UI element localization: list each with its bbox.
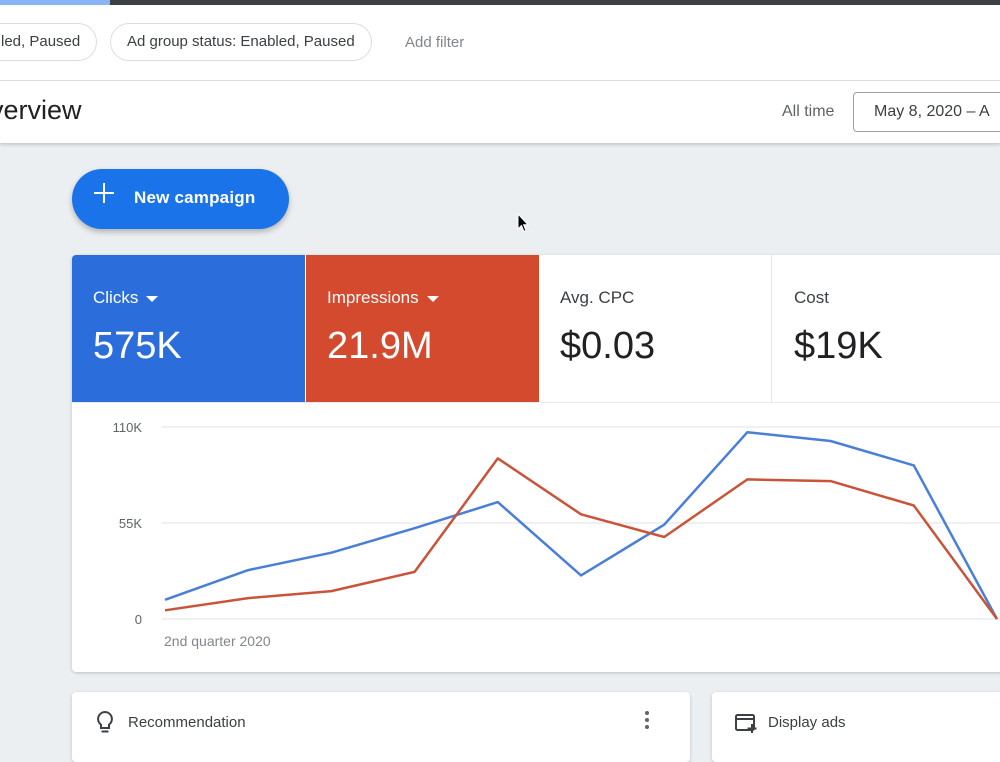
recommendation-title: Recommendation (128, 714, 246, 731)
date-range-label: All time (782, 103, 835, 120)
x-axis-label: 2nd quarter 2020 (164, 633, 271, 649)
filter-bar: led, Paused Ad group status: Enabled, Pa… (0, 5, 1000, 81)
recommendation-card: Recommendation (72, 692, 690, 762)
metric-tile-clicks[interactable]: Clicks 575K (72, 255, 305, 402)
impressions-series-line (164, 457, 999, 620)
metric-label: Cost (794, 288, 829, 307)
browser-top-bar (0, 0, 1000, 5)
y-tick-label: 0 (135, 612, 142, 627)
overview-performance-card: Clicks 575K Impressions 21.9M Avg. CPC $… (72, 255, 1000, 672)
metric-value: $19K (794, 325, 883, 367)
divider (72, 402, 1000, 403)
lightbulb-icon (97, 710, 113, 733)
metric-tile-impressions[interactable]: Impressions 21.9M (306, 255, 539, 402)
metric-value: 21.9M (327, 325, 433, 367)
ad-group-status-filter-chip[interactable]: Ad group status: Enabled, Paused (110, 23, 372, 61)
y-tick-label: 55K (119, 516, 142, 531)
metric-value: $0.03 (560, 325, 656, 367)
display-ads-title: Display ads (768, 714, 846, 731)
metric-value: 575K (93, 325, 182, 367)
loading-progress-bar (0, 0, 110, 5)
add-filter-link[interactable]: Add filter (405, 34, 465, 51)
page-title: verview (0, 95, 82, 125)
page-header: verview All time May 8, 2020 – A (0, 81, 1000, 143)
new-campaign-label: New campaign (134, 188, 256, 207)
metric-tile-avg-cpc[interactable]: Avg. CPC $0.03 (539, 255, 772, 402)
dropdown-caret-icon (146, 295, 159, 302)
plus-icon (92, 181, 116, 205)
date-range-picker[interactable]: May 8, 2020 – A (853, 92, 1000, 132)
metric-tile-cost[interactable]: Cost $19K (773, 255, 1000, 402)
mouse-cursor-icon (517, 213, 529, 233)
more-options-icon[interactable] (642, 708, 652, 734)
y-tick-label: 110K (113, 420, 143, 435)
metric-label: Clicks (93, 288, 159, 308)
dropdown-caret-icon (426, 295, 439, 302)
metric-label: Avg. CPC (560, 288, 635, 307)
display-ads-card: Display ads (712, 692, 1000, 762)
display-ads-icon (735, 714, 757, 733)
clicks-series-line (164, 430, 999, 620)
new-campaign-button[interactable]: New campaign (72, 169, 289, 229)
performance-line-chart: 110K 55K 0 2nd quarter 2020 (113, 420, 1000, 649)
campaign-status-filter-chip[interactable]: led, Paused (0, 23, 98, 61)
metric-label: Impressions (327, 288, 439, 308)
